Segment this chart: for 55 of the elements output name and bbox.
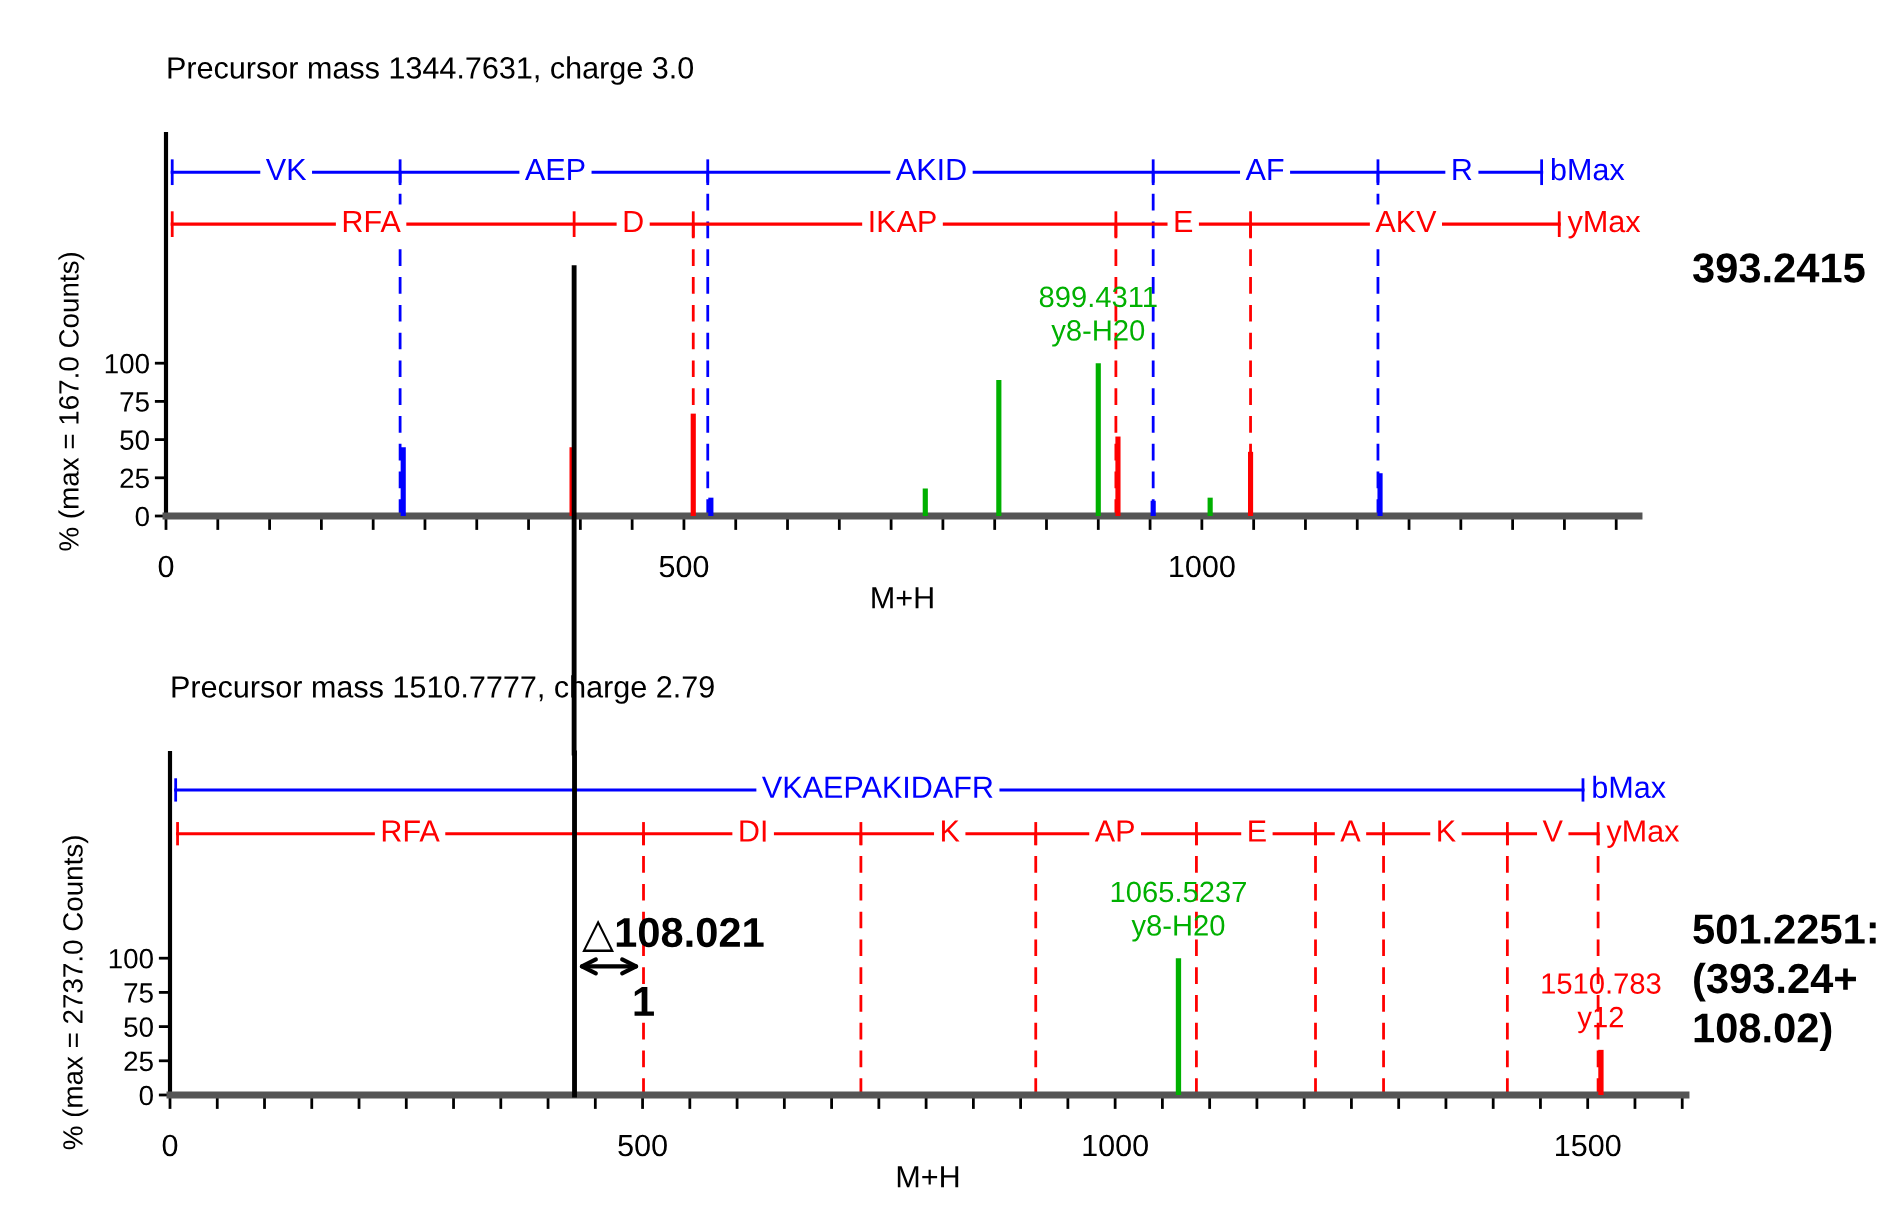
annotation: 899.4311 y8-H20 [1039,286,1157,347]
y-tick-label: 100 [109,948,153,969]
y-tick-label: 100 [105,353,149,374]
annotation: AKID [895,159,966,181]
y-tick-label: 75 [120,392,149,412]
annotation: D [624,211,643,233]
y-axis-title: % (max = 167.0 Counts) [58,252,85,551]
annotation: yMax [1606,820,1680,848]
annotation: E [1249,820,1266,842]
bar [1095,363,1101,516]
annotation: yMax [1567,211,1641,239]
y-axis-title: % (max = 2737.0 Counts) [62,836,89,1150]
x-tick-label: 0 [162,1134,178,1157]
y-tick-label: 75 [124,983,153,1003]
x-tick-label: 500 [618,1134,667,1157]
x-tick-label: 0 [158,555,174,578]
x-tick-label: 1500 [1556,1134,1621,1157]
bar [996,380,1002,516]
annotation: R [1453,159,1472,181]
y-tick-label: 25 [124,1051,153,1072]
bar [922,488,928,516]
annotation: AF [1245,159,1284,181]
x-tick-label: 500 [659,555,709,578]
annotation: 1510.783 y12 [1542,973,1661,1034]
x-tick-label: 1000 [1083,1134,1148,1157]
annotation: AKV [1375,211,1437,233]
y-tick-label: 50 [124,1017,153,1037]
y-tick-label: 0 [139,1085,153,1106]
x-axis-title: M+H [872,587,933,609]
annotation: bMax [1551,157,1625,181]
text: 501.2251: (393.24+ 108.02) [1693,914,1876,1051]
annotation: VKAEPAKIDAFR [762,776,993,798]
bar [690,413,696,516]
y-tick-label: 25 [120,468,149,489]
annotation: bMax [1593,775,1666,799]
annotation: DI [740,820,766,842]
annotation: K [942,820,960,842]
text: 393.2415 [1692,253,1865,283]
annotation: VK [265,159,307,181]
y-tick-label: 50 [120,430,149,450]
annotation: AP [1094,820,1134,842]
annotation: RFA [382,820,440,842]
y-tick-label: 0 [135,506,149,527]
annotation: AEP [524,159,585,181]
annotation: IKAP [870,211,936,233]
chart-title: Precursor mass 1344.7631, charge 3.0 [168,56,694,85]
x-axis-title: M+H [897,1166,959,1188]
x-tick-label: 1000 [1170,555,1235,578]
annotation: V [1542,820,1563,842]
bar [1207,497,1213,516]
annotation: A [1340,820,1361,842]
annotation: E [1175,211,1193,233]
annotation: RFA [343,211,401,233]
annotation: K [1438,820,1456,842]
annotation: △108.021 [582,917,764,952]
